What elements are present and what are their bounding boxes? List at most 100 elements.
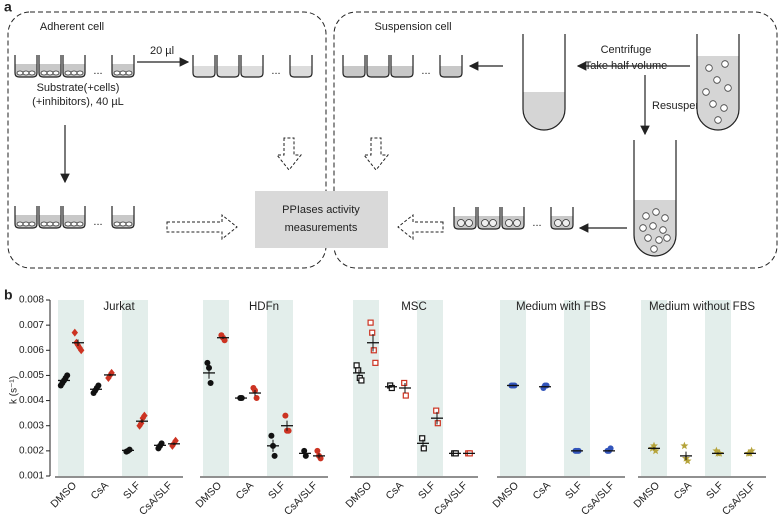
well-fill [217, 66, 239, 77]
point [543, 382, 550, 389]
category-shade [267, 300, 293, 476]
cell [639, 224, 647, 232]
cell [661, 214, 669, 222]
cell [64, 70, 72, 76]
point [268, 432, 275, 439]
point [71, 328, 78, 337]
tube-fill [523, 92, 565, 130]
x-tick-label: CsA [531, 480, 554, 503]
centrifuge-text: Centrifuge [601, 44, 652, 56]
point [712, 446, 721, 455]
cell [70, 70, 78, 76]
point [372, 359, 379, 366]
y-tick-label: 0.004 [19, 395, 44, 406]
well-fill [241, 66, 263, 77]
ellipsis: ... [271, 65, 280, 77]
point [607, 445, 614, 452]
point [433, 407, 440, 414]
well-fill [290, 66, 312, 77]
well [240, 55, 264, 78]
cell [40, 221, 48, 227]
x-tick-label: CsA/SLF [579, 480, 617, 518]
cell [705, 64, 713, 72]
cell [22, 221, 30, 227]
cell [119, 221, 127, 227]
tube-fill [697, 56, 739, 130]
cell [113, 221, 121, 227]
well-fill [367, 66, 389, 77]
point [434, 420, 441, 427]
cell [28, 221, 36, 227]
category-shade [705, 300, 731, 476]
resuspend-text: Resuspend [652, 100, 708, 112]
x-tick-label: CsA [384, 480, 407, 503]
panel-label: b [4, 287, 13, 303]
x-tick-label: DMSO [490, 480, 521, 511]
y-tick-label: 0.006 [19, 345, 44, 356]
cell [465, 219, 473, 227]
point [355, 367, 362, 374]
well-fill [440, 66, 462, 77]
category-shade [122, 300, 148, 476]
point [282, 412, 289, 419]
point [353, 362, 360, 369]
adherent-box [7, 11, 327, 269]
cell [513, 219, 521, 227]
y-tick-label: 0.007 [19, 320, 44, 331]
well [439, 55, 463, 78]
well [14, 206, 38, 229]
y-axis-label: k (s⁻¹) [9, 376, 20, 404]
well [14, 55, 38, 78]
cell [119, 70, 127, 76]
y-tick-label: 0.008 [19, 295, 44, 306]
measurement-text: PPIases activity [282, 204, 360, 216]
x-tick-label: CsA/SLF [137, 480, 175, 518]
suspension-title: Suspension cell [374, 21, 451, 33]
cell [655, 236, 663, 244]
cell [46, 70, 54, 76]
point [78, 346, 85, 355]
cell [113, 70, 121, 76]
point [402, 392, 409, 399]
cell [489, 219, 497, 227]
cell [505, 219, 513, 227]
cell [40, 70, 48, 76]
cell [16, 70, 24, 76]
well [550, 207, 574, 230]
cell [554, 219, 562, 227]
cell [642, 212, 650, 220]
well [38, 206, 62, 229]
point [301, 447, 308, 454]
panel-title: HDFn [249, 301, 279, 313]
cell [562, 219, 570, 227]
y-tick-label: 0.002 [19, 445, 44, 456]
cell [659, 226, 667, 234]
well [62, 55, 86, 78]
x-tick-label: CsA/SLF [720, 480, 758, 518]
cell [650, 245, 658, 253]
well [366, 55, 390, 78]
cell [125, 221, 133, 227]
point [683, 456, 692, 465]
point [369, 329, 376, 336]
well [62, 206, 86, 229]
x-tick-label: DMSO [48, 480, 79, 511]
point [419, 435, 426, 442]
cell [720, 104, 728, 112]
cell [125, 70, 133, 76]
point [271, 452, 278, 459]
measurement-text: measurements [285, 222, 358, 234]
cell [52, 70, 60, 76]
well [111, 55, 135, 78]
cell [702, 88, 710, 96]
x-tick-label: CsA/SLF [432, 480, 470, 518]
x-tick-label: SLF [704, 480, 726, 502]
x-tick-label: CsA [234, 480, 257, 503]
cell [70, 221, 78, 227]
tube [522, 34, 566, 131]
well [390, 55, 414, 78]
ellipsis: ... [421, 65, 430, 77]
x-tick-label: CsA [672, 480, 695, 503]
cell [76, 221, 84, 227]
